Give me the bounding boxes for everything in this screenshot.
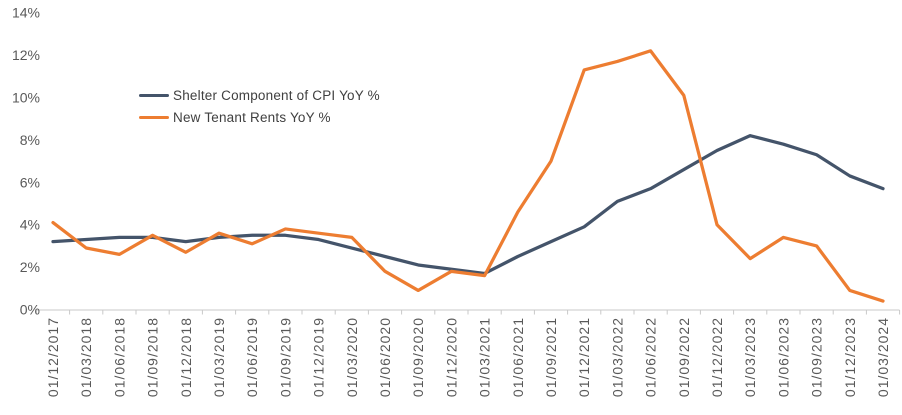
x-axis-label: 01/12/2023	[842, 317, 858, 397]
x-axis-label: 01/06/2023	[775, 317, 791, 397]
y-axis-label: 10%	[12, 90, 40, 106]
x-axis-label: 01/03/2021	[477, 317, 493, 397]
x-axis-label: 01/06/2018	[111, 317, 127, 397]
x-axis-label: 01/06/2021	[510, 317, 526, 397]
legend-swatch-shelter-cpi	[139, 93, 169, 98]
x-axis-label: 01/03/2020	[344, 317, 360, 397]
x-axis-label: 01/03/2023	[742, 317, 758, 397]
y-axis-label: 4%	[20, 217, 40, 233]
x-axis-label: 01/03/2024	[875, 317, 891, 397]
x-axis-label: 01/12/2021	[576, 317, 592, 397]
x-axis-label: 01/09/2021	[543, 317, 559, 397]
legend-label-new-tenant-rents: New Tenant Rents YoY %	[173, 110, 331, 125]
chart-legend: Shelter Component of CPI YoY % New Tenan…	[139, 88, 380, 125]
series-line-shelter-cpi	[51, 134, 885, 276]
x-axis-label: 01/09/2023	[809, 317, 825, 397]
x-axis-label: 01/09/2018	[145, 317, 161, 397]
x-axis-label: 01/12/2017	[45, 317, 61, 397]
x-axis-label: 01/09/2020	[410, 317, 426, 397]
legend-swatch-new-tenant-rents	[139, 115, 169, 120]
y-axis-label: 12%	[12, 47, 40, 63]
x-axis-label: 01/09/2019	[277, 317, 293, 397]
legend-item-shelter-cpi: Shelter Component of CPI YoY %	[139, 88, 380, 103]
x-axis-label: 01/03/2019	[211, 317, 227, 397]
x-axis-label: 01/03/2022	[609, 317, 625, 397]
x-axis-label: 01/12/2019	[311, 317, 327, 397]
x-axis-label: 01/12/2020	[443, 317, 459, 397]
series-line-new-tenant-rents	[51, 49, 885, 303]
y-axis-label: 2%	[20, 259, 40, 275]
legend-item-new-tenant-rents: New Tenant Rents YoY %	[139, 110, 380, 125]
x-axis-label: 01/12/2022	[709, 317, 725, 397]
x-axis-label: 01/06/2020	[377, 317, 393, 397]
y-axis-label: 8%	[20, 132, 40, 148]
x-axis-label: 01/06/2019	[244, 317, 260, 397]
x-axis-label: 01/06/2022	[643, 317, 659, 397]
y-axis-label: 0%	[20, 302, 40, 318]
x-axis-label: 01/03/2018	[78, 317, 94, 397]
y-axis-label: 14%	[12, 5, 40, 21]
legend-label-shelter-cpi: Shelter Component of CPI YoY %	[173, 88, 380, 103]
y-axis-label: 6%	[20, 174, 40, 190]
x-axis-label: 01/12/2018	[178, 317, 194, 397]
x-axis-label: 01/09/2022	[676, 317, 692, 397]
